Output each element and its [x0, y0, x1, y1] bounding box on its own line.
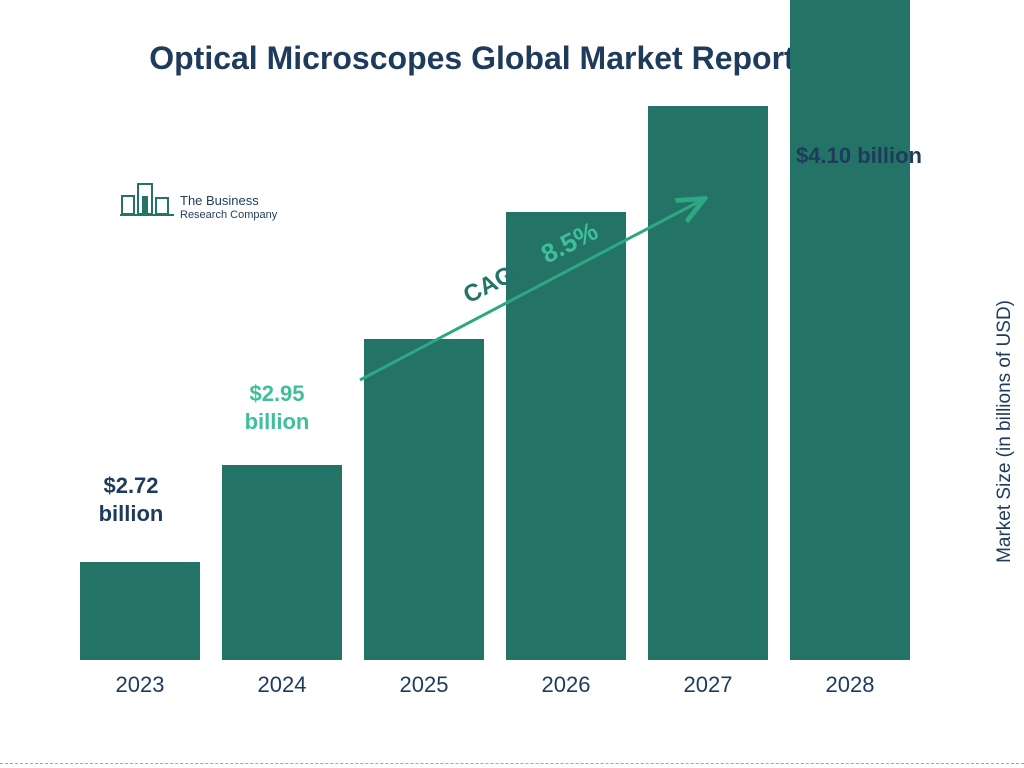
chart-container: Optical Microscopes Global Market Report… — [0, 0, 1024, 768]
bar-2028 — [790, 0, 910, 660]
bottom-divider — [0, 763, 1024, 764]
xlabel-2027: 2027 — [648, 672, 768, 698]
xlabel-2026: 2026 — [506, 672, 626, 698]
value-callout-1: $2.95billion — [222, 380, 332, 435]
bar-2023 — [80, 562, 200, 660]
value-callout-0: $2.72billion — [76, 472, 186, 527]
xlabel-2025: 2025 — [364, 672, 484, 698]
value-callout-2: $4.10 billion — [774, 142, 944, 170]
bar-2025 — [364, 339, 484, 661]
bar-2027 — [648, 106, 768, 660]
bar-2026 — [506, 212, 626, 660]
bar-2024 — [222, 465, 342, 660]
xlabel-2024: 2024 — [222, 672, 342, 698]
y-axis-label: Market Size (in billions of USD) — [994, 300, 1016, 563]
xlabel-2023: 2023 — [80, 672, 200, 698]
xlabel-2028: 2028 — [790, 672, 910, 698]
bar-chart: 2023 2024 2025 2026 2027 2028 — [80, 170, 930, 710]
